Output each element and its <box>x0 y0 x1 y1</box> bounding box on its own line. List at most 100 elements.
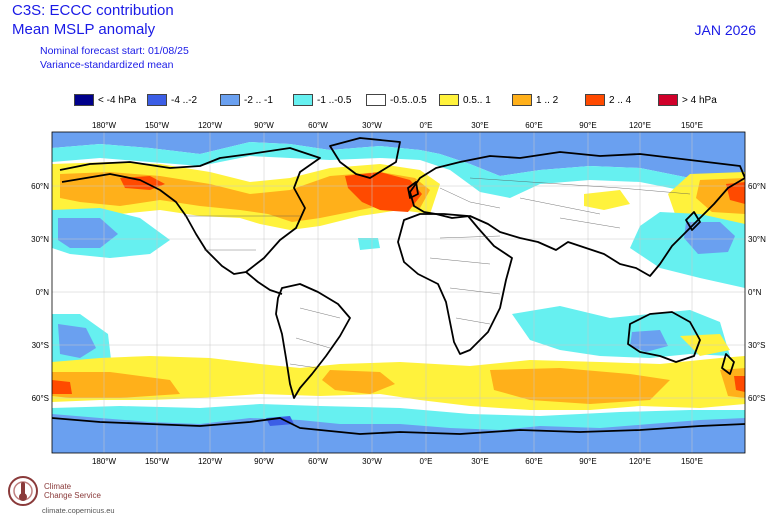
legend-item: 2 .. 4 <box>585 94 658 106</box>
legend-item: -2 .. -1 <box>220 94 293 106</box>
africa-coast <box>397 213 513 355</box>
legend-swatch <box>512 94 532 106</box>
lon-tick-label: 120°W <box>198 457 223 466</box>
lon-tick-label: 150°E <box>681 457 703 466</box>
legend-label: < -4 hPa <box>98 94 137 106</box>
lon-tick-label: 150°W <box>145 121 170 130</box>
legend-label: -4 ..-2 <box>171 94 198 106</box>
west-pacific-negative-core <box>684 222 735 254</box>
forecast-start-label: Nominal forecast start: 01/08/25 <box>40 45 189 57</box>
southern-strong-west <box>52 380 72 394</box>
lat-tick-label: 60°S <box>748 394 765 403</box>
south-pacific-negative-core <box>58 324 96 358</box>
map-frame <box>51 131 746 454</box>
lon-tick-label: 90°W <box>254 121 274 130</box>
variance-note: Variance-standardized mean <box>40 59 174 71</box>
arctic-weak-band <box>52 142 745 198</box>
north-pacific-negative-core <box>58 218 118 248</box>
logo-text: Climate Change Service <box>44 482 101 500</box>
lon-tick-label: 30°E <box>471 457 488 466</box>
lon-tick-label: 60°W <box>308 121 328 130</box>
chart-title: C3S: ECCC contribution <box>12 2 174 19</box>
climate-change-service-icon <box>8 476 38 506</box>
east-asia-strong <box>726 182 745 204</box>
anomaly-map: 180°W 150°W 120°W 90°W 60°W 30°W 0°E 30°… <box>31 121 766 466</box>
lon-tick-label: 150°E <box>681 121 703 130</box>
lat-tick-label: 30°S <box>32 341 49 350</box>
legend-item: -1 ..-0.5 <box>293 94 366 106</box>
legend-swatch <box>658 94 678 106</box>
atlantic-negative-spot <box>358 238 380 250</box>
lat-ticks-left: 60°N 30°N 0°N 30°S 60°S <box>31 182 49 403</box>
lon-tick-label: 30°E <box>471 121 488 130</box>
lon-tick-label: 180°W <box>92 121 117 130</box>
chart-subtitle: Mean MSLP anomaly <box>12 21 156 38</box>
lat-tick-label: 0°N <box>748 288 762 297</box>
north-atlantic-strong <box>345 172 422 212</box>
antarctica-coast <box>52 417 745 435</box>
japan-coast <box>685 211 701 231</box>
lon-tick-label: 60°W <box>308 457 328 466</box>
lon-tick-label: 30°W <box>362 457 382 466</box>
lat-tick-label: 30°S <box>748 341 765 350</box>
lat-tick-label: 0°N <box>36 288 50 297</box>
legend-swatch <box>147 94 167 106</box>
legend-item: 0.5.. 1 <box>439 94 512 106</box>
legend-swatch <box>585 94 605 106</box>
legend-label: -1 ..-0.5 <box>317 94 352 106</box>
eurasia-coast <box>409 151 745 277</box>
legend-swatch <box>366 94 386 106</box>
legend-item: > 4 hPa <box>658 94 731 106</box>
lon-tick-label: 120°E <box>629 457 651 466</box>
lat-tick-label: 60°S <box>32 394 49 403</box>
legend-swatch <box>293 94 313 106</box>
lon-tick-label: 90°W <box>254 457 274 466</box>
legend-item: 1 .. 2 <box>512 94 585 106</box>
lat-tick-label: 60°N <box>748 182 766 191</box>
legend-item: < -4 hPa <box>74 94 147 106</box>
central-asia-positive <box>584 190 630 210</box>
lon-tick-label: 0°E <box>420 457 433 466</box>
legend-swatch <box>74 94 94 106</box>
uk-coast <box>407 181 419 199</box>
lat-tick-label: 60°N <box>31 182 49 191</box>
lon-tick-label: 120°W <box>198 121 223 130</box>
australia-coast <box>627 311 701 363</box>
logo-line2: Change Service <box>44 491 101 500</box>
logo-line1: Climate <box>44 482 72 491</box>
lon-tick-label: 0°E <box>420 121 433 130</box>
southern-moderate-band <box>52 372 180 398</box>
north-america-coast <box>59 147 321 275</box>
south-indian-moderate <box>490 368 670 404</box>
lon-tick-label: 30°W <box>362 121 382 130</box>
lat-ticks-right: 60°N 30°N 0°N 30°S 60°S <box>748 182 766 403</box>
greenland-coast <box>329 137 401 179</box>
lon-tick-label: 120°E <box>629 121 651 130</box>
lon-tick-label: 60°E <box>525 457 542 466</box>
legend-label: -0.5..0.5 <box>390 94 427 106</box>
graticule <box>52 132 745 453</box>
lon-tick-label: 90°E <box>579 457 596 466</box>
color-legend: < -4 hPa -4 ..-2 -2 .. -1 -1 ..-0.5 -0.5… <box>74 94 731 106</box>
lon-tick-label: 150°W <box>145 457 170 466</box>
lon-tick-label: 60°E <box>525 121 542 130</box>
legend-swatch <box>220 94 240 106</box>
country-borders <box>184 177 691 369</box>
copernicus-logo: Climate Change Service <box>6 474 101 508</box>
legend-label: -2 .. -1 <box>244 94 273 106</box>
lon-ticks-top: 180°W 150°W 120°W 90°W 60°W 30°W 0°E 30°… <box>92 121 703 130</box>
southern-strong-east <box>734 376 745 392</box>
legend-label: > 4 hPa <box>682 94 717 106</box>
lon-tick-label: 90°E <box>579 121 596 130</box>
south-atlantic-moderate <box>322 370 395 394</box>
lon-ticks-bottom: 180°W 150°W 120°W 90°W 60°W 30°W 0°E 30°… <box>92 457 703 466</box>
lon-tick-label: 180°W <box>92 457 117 466</box>
arctic-negative-band <box>52 132 745 178</box>
legend-label: 1 .. 2 <box>536 94 559 106</box>
legend-item: -0.5..0.5 <box>366 94 439 106</box>
australia-negative-core <box>630 330 668 352</box>
legend-label: 2 .. 4 <box>609 94 632 106</box>
new-zealand-coast <box>721 353 735 375</box>
legend-swatch <box>439 94 459 106</box>
legend-label: 0.5.. 1 <box>463 94 491 106</box>
